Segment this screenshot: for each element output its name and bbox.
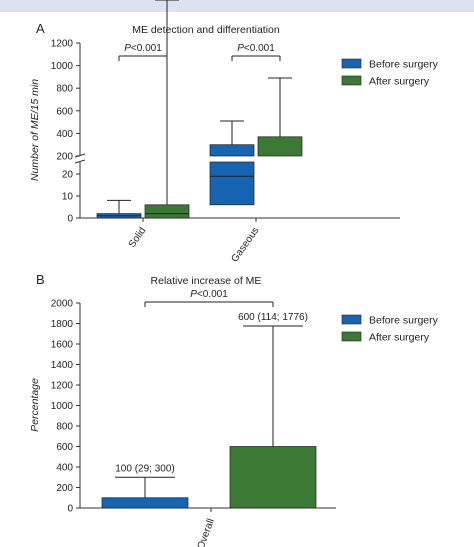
- panel-a-legend-swatch-1: [341, 75, 362, 86]
- panel-b-ytick-label: 1800: [51, 319, 74, 330]
- panel-a-ytick-label: 20: [62, 170, 74, 181]
- panel-b-label: B: [36, 272, 45, 287]
- panel-b-ytick-label: 600: [56, 442, 73, 453]
- panel-a-ytick-label: 0: [67, 214, 73, 225]
- panel-b-ytick-label: 800: [56, 422, 73, 433]
- panel-a-ytick-label: 400: [56, 129, 73, 140]
- panel-b-legend-swatch-0: [341, 314, 362, 325]
- panel-a-ytick-label: 10: [62, 192, 74, 203]
- panel-a-box-1-1: [257, 77, 303, 157]
- top-banner: [0, 0, 474, 12]
- panel-b-legend-label-1: After surgery: [369, 332, 430, 344]
- box-body-lower: [209, 161, 255, 206]
- panel-b-ytick-label: 400: [56, 463, 73, 474]
- panel-a-ytick-label: 800: [56, 84, 73, 95]
- panel-a-legend-label-0: Before surgery: [369, 59, 439, 71]
- box-body-upper: [209, 144, 255, 157]
- panel-b-ytick-label: 0: [67, 504, 73, 515]
- panel-a-xtick-label: Gaseous: [229, 225, 261, 264]
- panel-b-bar-1: [229, 446, 317, 509]
- panel-b-ytick-label: 200: [56, 483, 73, 494]
- panel-a-label: A: [36, 21, 45, 36]
- panel-a-axis-break-bottom: [74, 159, 86, 164]
- panel-b-xtick-label: Overall: [196, 517, 217, 547]
- panel-b-ytick-label: 1000: [51, 401, 74, 412]
- panel-a-ytick-label: 1000: [51, 61, 74, 72]
- panel-a-xtick-label: Solid: [127, 225, 149, 250]
- panel-b-title: Relative increase of ME: [151, 275, 262, 287]
- box-body: [144, 204, 190, 219]
- panel-b-ylabel: Percentage: [29, 378, 41, 432]
- panel-a-ytick-label: 600: [56, 106, 73, 117]
- panel-a-pvalue-1: P<0.001: [237, 43, 275, 54]
- panel-a-box-1-0: [144, 0, 190, 219]
- panel-a-box-0-0: [96, 199, 142, 219]
- panel-a-legend-swatch-0: [341, 58, 362, 69]
- panel-b-legend-swatch-1: [341, 331, 362, 342]
- panel-b-legend-label-0: Before surgery: [369, 315, 439, 327]
- panel-a-pvalue-0: P<0.001: [124, 43, 162, 54]
- panel-a-ytick-label: 200: [56, 152, 73, 163]
- panel-a-ytick-label: 1200: [51, 39, 74, 50]
- box-body-upper: [257, 136, 303, 157]
- panel-b-pvalue: P<0.001: [190, 289, 228, 300]
- panel-b-data-label-0: 100 (29; 300): [115, 463, 175, 474]
- panel-a-title: ME detection and differentiation: [132, 24, 280, 36]
- panel-a-legend-label-1: After surgery: [369, 76, 430, 88]
- panel-a-box-0-1: [209, 120, 255, 206]
- panel-b-ytick-label: 2000: [51, 299, 74, 310]
- panel-b-bar-0: [101, 497, 189, 509]
- panel-b-ytick-label: 1600: [51, 340, 74, 351]
- panel-a-ylabel: Number of ME/15 min: [29, 79, 41, 181]
- panel-b-data-label-1: 600 (114; 1776): [238, 312, 308, 323]
- panel-b-ytick-label: 1400: [51, 360, 74, 371]
- panel-b-ytick-label: 1200: [51, 381, 74, 392]
